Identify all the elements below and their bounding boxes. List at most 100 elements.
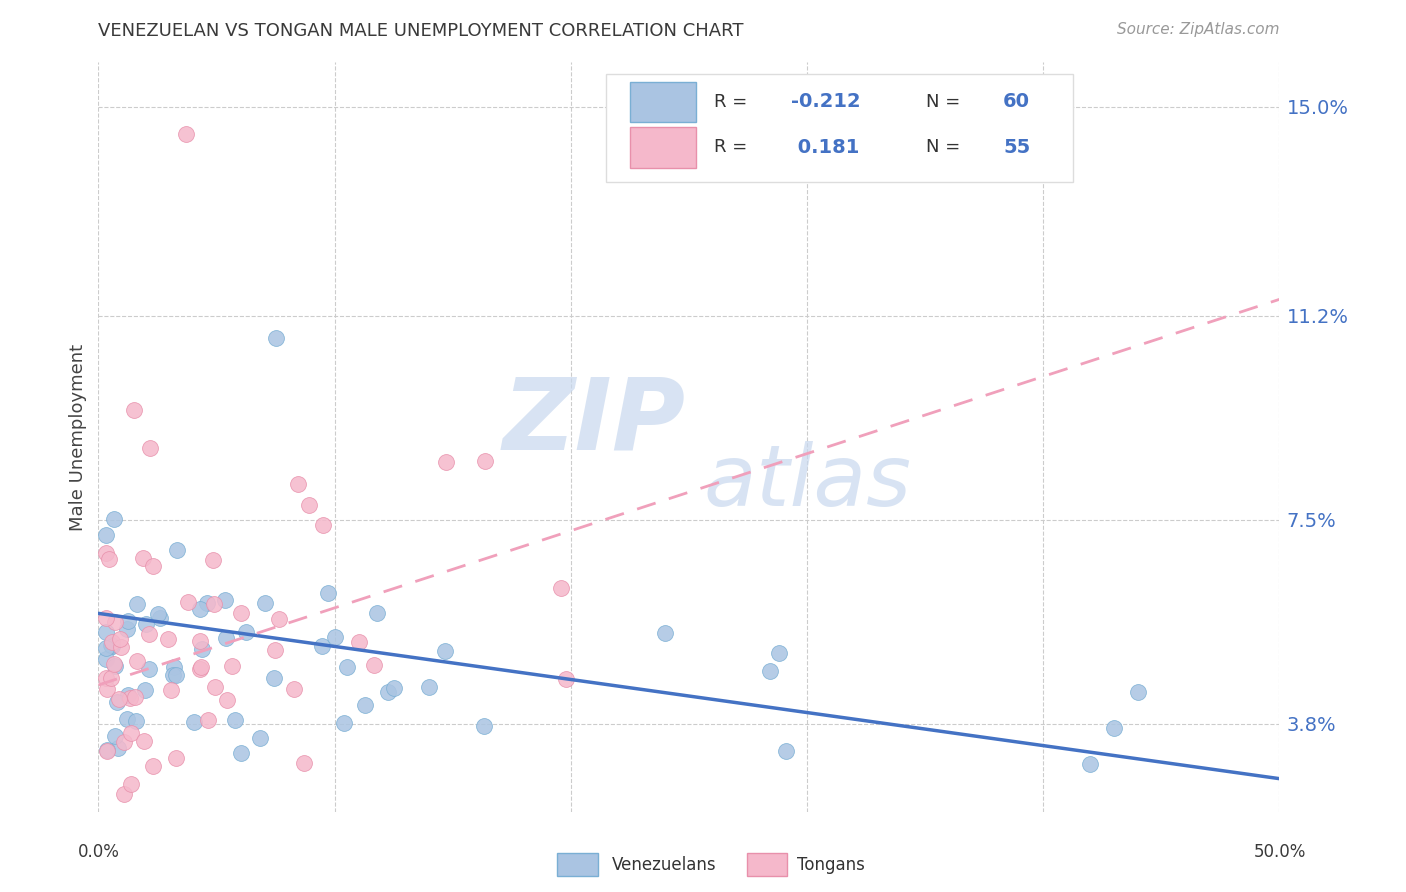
Point	[336, 660, 359, 674]
Point	[138, 627, 160, 641]
Text: 0.181: 0.181	[790, 138, 859, 157]
Point	[100, 638, 122, 652]
FancyBboxPatch shape	[630, 82, 696, 122]
Point	[287, 477, 309, 491]
Point	[654, 626, 676, 640]
Point	[112, 734, 135, 748]
Point	[132, 551, 155, 566]
Point	[166, 543, 188, 558]
Point	[472, 719, 495, 733]
Point	[108, 632, 131, 646]
Text: ZIP: ZIP	[503, 374, 686, 471]
Point	[121, 725, 143, 739]
Point	[214, 593, 236, 607]
Point	[1080, 757, 1102, 772]
Point	[117, 688, 139, 702]
Point	[188, 633, 211, 648]
Point	[382, 681, 405, 695]
Point	[107, 691, 129, 706]
Point	[204, 680, 226, 694]
Text: R =: R =	[714, 93, 752, 111]
Point	[117, 614, 139, 628]
Text: atlas: atlas	[703, 441, 911, 524]
Point	[174, 127, 197, 141]
Point	[292, 756, 315, 771]
Point	[104, 659, 127, 673]
Point	[229, 606, 252, 620]
Point	[98, 552, 121, 566]
Point	[165, 751, 187, 765]
Text: Venezuelans: Venezuelans	[612, 856, 716, 874]
Text: N =: N =	[927, 93, 966, 111]
Point	[105, 695, 128, 709]
FancyBboxPatch shape	[557, 853, 598, 876]
Text: N =: N =	[927, 138, 966, 156]
Point	[94, 528, 117, 542]
Point	[235, 625, 257, 640]
Point	[165, 668, 187, 682]
Point	[96, 743, 118, 757]
Text: 0.0%: 0.0%	[77, 843, 120, 861]
Point	[94, 545, 117, 559]
Point	[1126, 685, 1149, 699]
Point	[160, 682, 183, 697]
Point	[264, 331, 287, 345]
Point	[433, 643, 456, 657]
Point	[283, 681, 305, 696]
Point	[101, 639, 124, 653]
Point	[104, 615, 127, 630]
Y-axis label: Male Unemployment: Male Unemployment	[69, 343, 87, 531]
Point	[263, 671, 285, 685]
FancyBboxPatch shape	[747, 853, 787, 876]
Point	[768, 646, 790, 660]
Point	[163, 660, 186, 674]
Point	[139, 441, 162, 455]
Point	[107, 741, 129, 756]
Point	[122, 402, 145, 417]
Point	[104, 730, 127, 744]
Point	[124, 690, 146, 704]
Point	[115, 622, 138, 636]
Point	[138, 662, 160, 676]
Point	[127, 598, 149, 612]
Point	[110, 640, 132, 655]
Point	[101, 639, 124, 653]
Point	[94, 671, 117, 685]
Point	[94, 611, 117, 625]
Point	[146, 607, 169, 621]
Point	[363, 657, 385, 672]
Point	[142, 758, 165, 772]
Point	[474, 453, 496, 467]
Point	[312, 518, 335, 533]
Point	[135, 616, 157, 631]
Point	[134, 683, 156, 698]
Point	[101, 634, 124, 648]
Point	[366, 606, 388, 620]
Point	[229, 747, 252, 761]
Point	[183, 714, 205, 729]
Point	[377, 685, 399, 699]
Text: 60: 60	[1002, 93, 1031, 112]
Point	[125, 714, 148, 728]
Point	[221, 658, 243, 673]
Point	[162, 668, 184, 682]
Point	[267, 612, 290, 626]
FancyBboxPatch shape	[630, 128, 696, 168]
Point	[115, 712, 138, 726]
Point	[264, 643, 287, 657]
Point	[132, 734, 155, 748]
Point	[94, 652, 117, 666]
Point	[112, 787, 135, 801]
Point	[249, 731, 271, 746]
Text: Source: ZipAtlas.com: Source: ZipAtlas.com	[1116, 22, 1279, 37]
Point	[202, 553, 225, 567]
Point	[1102, 721, 1125, 735]
Text: 50.0%: 50.0%	[1253, 843, 1306, 861]
Point	[103, 512, 125, 526]
Point	[190, 662, 212, 676]
Point	[418, 680, 440, 694]
Text: -0.212: -0.212	[790, 93, 860, 112]
Point	[120, 777, 142, 791]
Point	[550, 582, 572, 596]
Point	[224, 713, 246, 727]
